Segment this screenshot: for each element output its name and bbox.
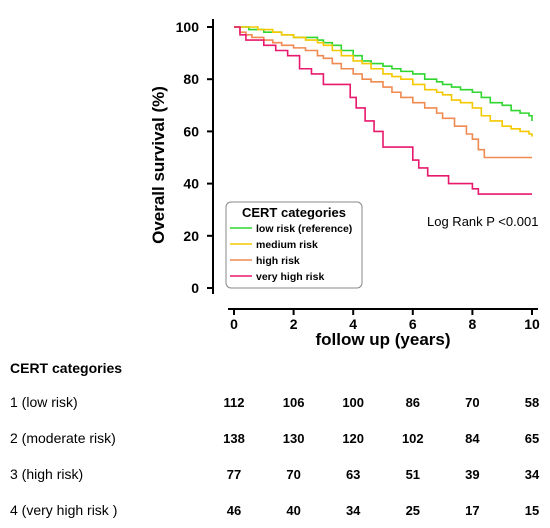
risk-table-cell: 130	[282, 431, 305, 446]
risk-table-cell: 65	[524, 431, 540, 446]
legend-box	[225, 201, 363, 289]
risk-table: CERT categories 1 (low risk) 112 106 100 86 7…	[0, 352, 550, 528]
y-tick-label: 60	[183, 123, 199, 139]
risk-table-cell: 51	[405, 467, 421, 482]
risk-table-cell: 100	[342, 395, 365, 410]
axes: 0 20 40 60 80 100 0 2 4 6 8 10	[176, 19, 540, 332]
x-tick-label: 0	[230, 316, 238, 332]
risk-table-cell: 40	[286, 503, 301, 518]
y-tick-label: 100	[176, 19, 200, 35]
risk-table-cell: 120	[342, 431, 365, 446]
risk-table-cell: 63	[345, 467, 361, 482]
x-tick-label: 8	[469, 316, 477, 332]
risk-table-cell: 84	[465, 431, 480, 446]
risk-table-cell: 102	[401, 431, 424, 446]
risk-table-row-label: 1 (low risk)	[10, 394, 78, 410]
series-line-3	[234, 26, 532, 159]
risk-table-cell: 86	[405, 395, 421, 410]
legend-entry-label: medium risk	[256, 239, 318, 251]
risk-table-cell: 15	[524, 503, 540, 518]
risk-table-cell: 112	[223, 395, 245, 410]
risk-table-cell: 106	[282, 395, 305, 410]
y-tick-label: 40	[183, 176, 199, 192]
series-line-4	[234, 26, 532, 195]
legend: CERT categories low risk (reference) medi…	[225, 201, 363, 289]
risk-table-cell: 46	[226, 503, 242, 518]
risk-table-cell: 77	[226, 467, 242, 482]
y-tick-label: 20	[183, 228, 199, 244]
risk-table-row-label: 2 (moderate risk)	[10, 430, 116, 446]
risk-table-cell: 39	[465, 467, 480, 482]
legend-entry-label: high risk	[256, 255, 300, 267]
risk-table-cell: 25	[405, 503, 421, 518]
risk-table-cell: 34	[345, 503, 361, 518]
y-tick-label: 80	[183, 71, 199, 87]
x-tick-label: 2	[290, 316, 298, 332]
risk-table-title: CERT categories	[10, 360, 123, 376]
risk-table-row-label: 4 (very high risk )	[10, 502, 118, 518]
risk-table-cell: 34	[524, 467, 540, 482]
risk-table-cell: 70	[286, 467, 301, 482]
risk-table-cell: 70	[465, 395, 480, 410]
risk-table-cell: 17	[465, 503, 480, 518]
x-tick-label: 4	[349, 316, 357, 332]
x-tick-label: 10	[524, 316, 540, 332]
y-axis-label: Overall survival (%)	[149, 86, 168, 244]
risk-table-cell: 58	[524, 395, 540, 410]
risk-table-row-label: 3 (high risk)	[10, 466, 84, 482]
km-chart: 0 20 40 60 80 100 0 2 4 6 8 10 Overall survival (%)…	[149, 19, 540, 349]
log-rank-annotation: Log Rank P <0.001	[427, 214, 538, 229]
y-tick-label: 0	[191, 280, 199, 296]
legend-entry-label: low risk (reference)	[256, 223, 352, 235]
series-layer	[234, 26, 533, 195]
legend-entry-label: very high risk	[256, 271, 324, 283]
risk-table-cell: 138	[223, 431, 245, 446]
series-line-2	[234, 26, 533, 137]
x-axis-label: follow up (years)	[315, 330, 450, 349]
x-tick-label: 6	[409, 316, 417, 332]
legend-title: CERT categories	[242, 205, 346, 220]
